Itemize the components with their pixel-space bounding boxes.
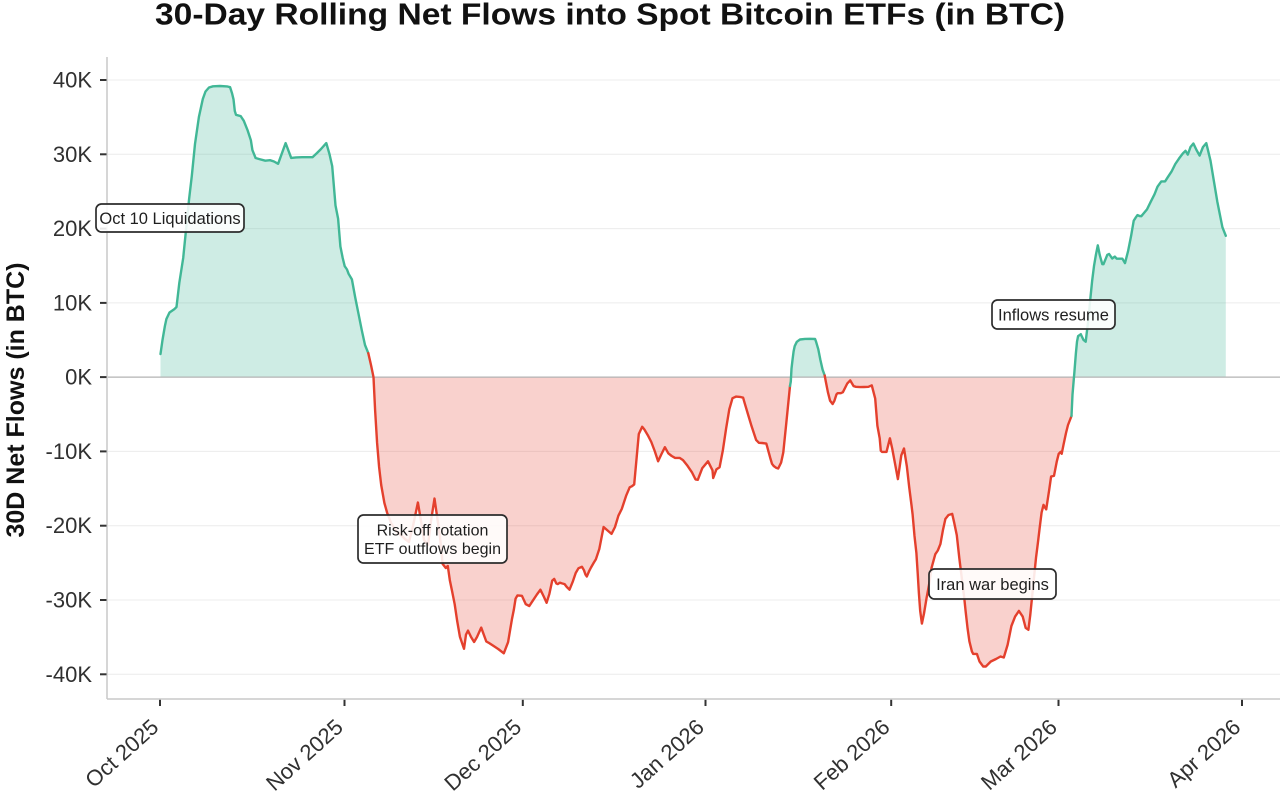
svg-text:-10K: -10K	[46, 439, 93, 464]
svg-text:30D Net Flows (in BTC): 30D Net Flows (in BTC)	[2, 262, 30, 537]
svg-text:Iran war begins: Iran war begins	[936, 576, 1049, 594]
svg-text:10K: 10K	[53, 290, 92, 315]
svg-text:30K: 30K	[53, 142, 92, 167]
svg-text:-20K: -20K	[46, 513, 93, 538]
svg-text:20K: 20K	[53, 216, 92, 241]
svg-text:40K: 40K	[53, 68, 92, 93]
svg-text:Inflows resume: Inflows resume	[998, 306, 1109, 324]
svg-text:0K: 0K	[65, 365, 92, 390]
svg-text:ETF outflows begin: ETF outflows begin	[364, 541, 501, 558]
svg-text:-30K: -30K	[46, 588, 93, 613]
svg-text:Risk-off rotation: Risk-off rotation	[377, 523, 489, 540]
svg-text:-40K: -40K	[46, 662, 93, 687]
svg-text:Oct 10 Liquidations: Oct 10 Liquidations	[99, 210, 240, 228]
svg-text:30-Day Rolling Net Flows into: 30-Day Rolling Net Flows into Spot Bitco…	[155, 0, 1065, 32]
